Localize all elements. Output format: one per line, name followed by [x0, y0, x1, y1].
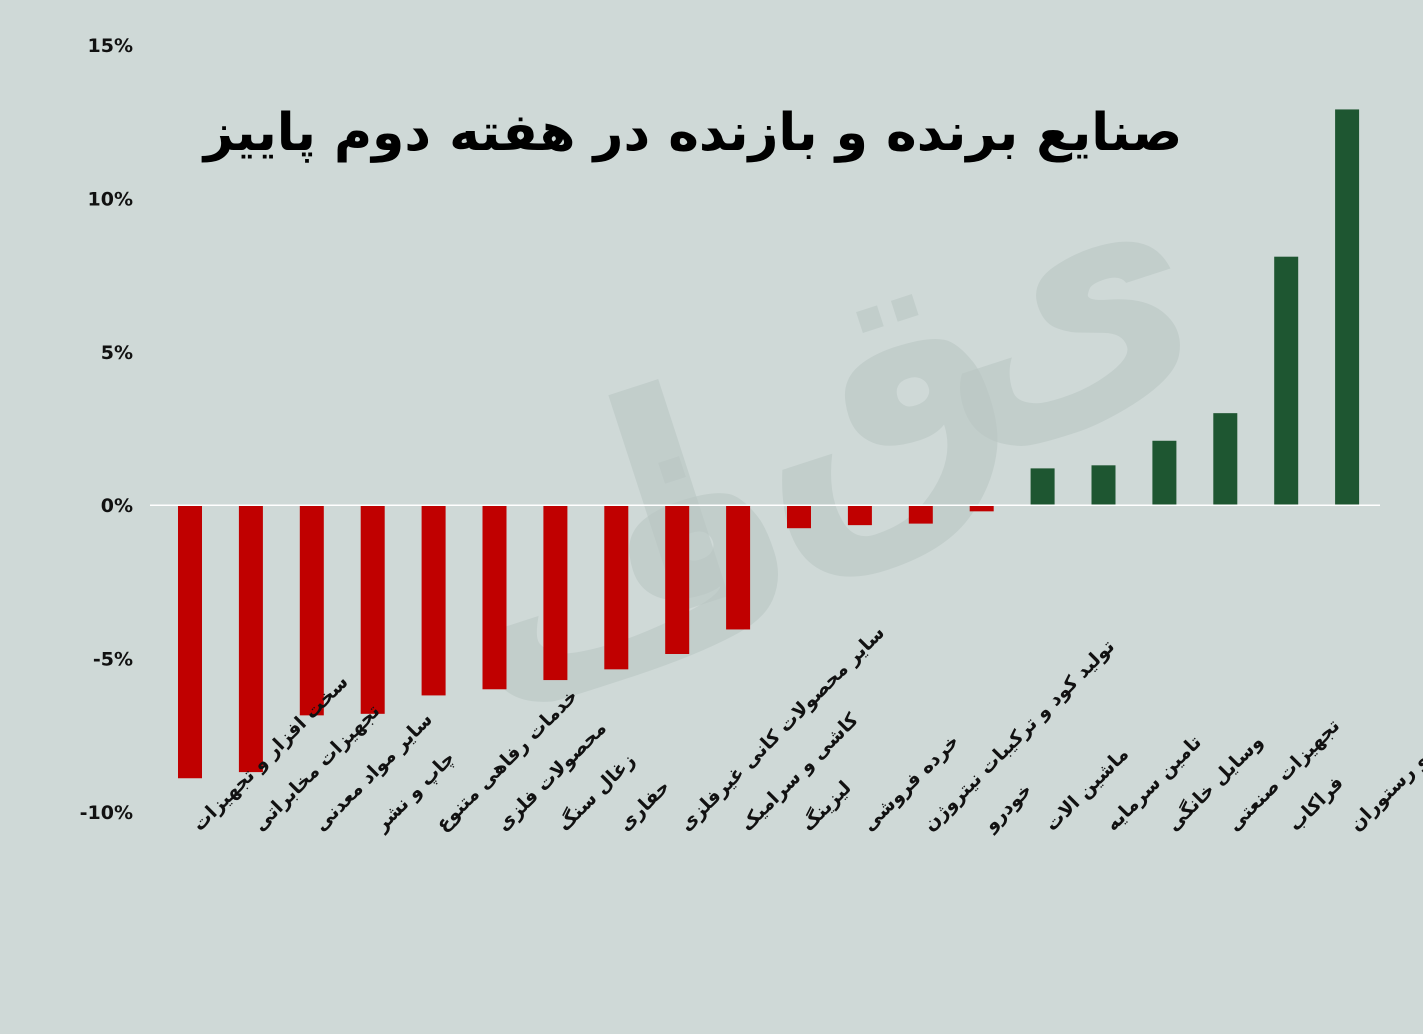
y-tick-label: -10%	[80, 802, 133, 824]
category-label: هتل و رستوران	[1345, 717, 1423, 836]
bar	[1091, 465, 1116, 506]
bar	[1274, 256, 1299, 506]
y-tick-label: 5%	[101, 342, 133, 364]
bar	[969, 505, 994, 512]
y-tick-label: 0%	[101, 495, 133, 517]
bar	[847, 505, 872, 526]
bar	[360, 505, 385, 714]
bar	[1030, 468, 1055, 506]
bar	[238, 505, 263, 773]
category-label: خودرو	[979, 779, 1036, 836]
category-label: لیزینگ	[796, 776, 855, 835]
bar	[1335, 109, 1360, 506]
bar	[604, 505, 629, 670]
bar	[543, 505, 568, 681]
category-label: فراکاب	[1284, 772, 1348, 836]
category-label: تجهیزات صنعتی	[1223, 715, 1344, 836]
category-label: حفاری	[614, 776, 674, 836]
y-tick-label: -5%	[93, 649, 133, 671]
chart-title: صنایع برنده و بازنده در هفته دوم پاییز	[201, 103, 1183, 163]
bar	[726, 505, 751, 630]
bar	[299, 505, 324, 716]
y-tick-label: 10%	[88, 188, 133, 210]
bar	[482, 505, 507, 690]
bar	[787, 505, 811, 529]
y-tick-labels: 15% 10% 5% 0% -5% -10%	[80, 35, 133, 824]
bars-layer	[178, 109, 1360, 779]
bar	[421, 505, 446, 696]
bar	[908, 505, 933, 524]
bar	[665, 505, 690, 654]
y-tick-label: 15%	[88, 35, 133, 57]
bar	[178, 505, 202, 779]
bar	[1213, 413, 1238, 506]
bar	[1152, 440, 1177, 506]
